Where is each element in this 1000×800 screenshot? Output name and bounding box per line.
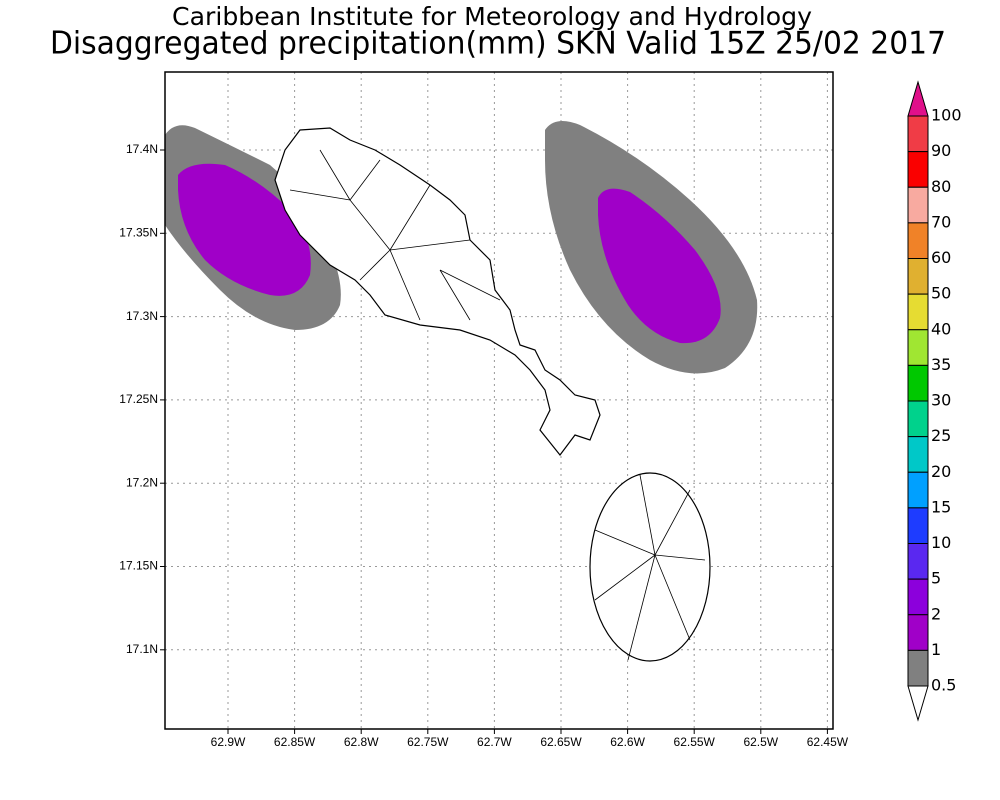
colorbar-box: [907, 614, 929, 651]
latitude-label: 17.35N: [119, 225, 158, 239]
colorbar-box: [907, 329, 929, 366]
colorbar-box: [907, 151, 929, 188]
colorbar-box: [907, 649, 929, 687]
colorbar-box: [907, 436, 929, 473]
latitude-label: 17.4N: [126, 142, 158, 156]
colorbar-label: 15: [931, 497, 951, 516]
colorbar-label: 20: [931, 462, 951, 481]
colorbar-box: [907, 543, 929, 580]
colorbar-label: 25: [931, 426, 951, 445]
longitude-label: 62.9W: [211, 735, 246, 749]
longitude-label: 62.7W: [477, 735, 512, 749]
longitude-label: 62.85W: [274, 735, 316, 749]
title: Caribbean Institute for Meteorology and …: [172, 2, 812, 31]
colorbar-box: [907, 115, 929, 153]
colorbar-label: 2: [931, 604, 941, 623]
colorbar-box: [907, 578, 929, 616]
longitude-label: 62.5W: [743, 735, 778, 749]
colorbar-box: [907, 400, 929, 438]
latitude-label: 17.1N: [126, 642, 158, 656]
island-nevis: [589, 472, 711, 662]
colorbar-box: [907, 471, 929, 509]
latitude-label: 17.2N: [126, 475, 158, 489]
colorbar-box: [907, 507, 929, 544]
latitude-label: 17.3N: [126, 309, 158, 323]
drainage: [289, 149, 501, 321]
colorbar-label: 1: [931, 640, 941, 659]
colorbar-label: 30: [931, 391, 951, 410]
precip-area: [598, 188, 721, 344]
colorbar-under: [907, 685, 929, 722]
longitude-label: 62.6W: [610, 735, 645, 749]
colorbar-label: 50: [931, 284, 951, 303]
colorbar-box: [907, 222, 929, 259]
latitude-label: 17.15N: [119, 559, 158, 573]
colorbar: 100 90 80 70 60 50 40 35 30 25 20 15 10 5 2 1 0.5: [907, 80, 962, 722]
colorbar-label: 70: [931, 212, 951, 231]
longitude-label: 62.75W: [407, 735, 449, 749]
colorbar-label: 10: [931, 533, 951, 552]
colorbar-label: 5: [931, 569, 941, 588]
island-st-kitts: [274, 127, 601, 456]
subtitle: Disaggregated precipitation(mm) SKN Vali…: [50, 26, 946, 62]
latitude-label: 17.25N: [119, 392, 158, 406]
colorbar-box: [907, 364, 929, 402]
colorbar-box: [907, 258, 929, 295]
colorbar-box: [907, 186, 929, 224]
longitude-label: 62.45W: [807, 735, 849, 749]
colorbar-box: [907, 293, 929, 331]
precip-area: [178, 163, 311, 296]
colorbar-label: 40: [931, 319, 951, 338]
colorbar-label: 35: [931, 355, 951, 374]
colorbar-label: 100: [931, 106, 962, 125]
colorbar-label: 80: [931, 177, 951, 196]
grid: 62.9W 62.85W 62.8W 62.75W 62.7W 62.65W 62.6W 62…: [119, 72, 849, 749]
longitude-label: 62.65W: [540, 735, 582, 749]
colorbar-label: 60: [931, 248, 951, 267]
longitude-label: 62.8W: [344, 735, 379, 749]
colorbar-over: [907, 80, 929, 117]
longitude-label: 62.55W: [674, 735, 716, 749]
map-frame: [164, 71, 834, 730]
drainage: [594, 474, 706, 661]
colorbar-label: 90: [931, 141, 951, 160]
colorbar-label: 0.5: [931, 676, 956, 695]
